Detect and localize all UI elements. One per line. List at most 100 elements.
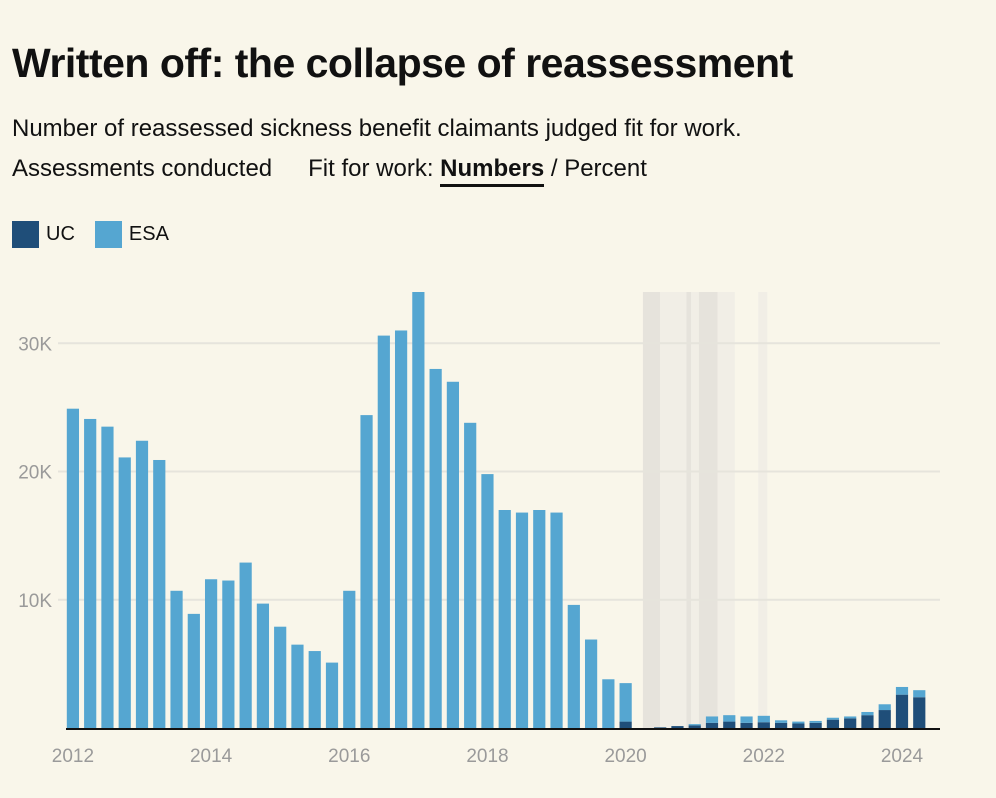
bar-esa-8[interactable] xyxy=(204,579,218,728)
percent-toggle[interactable]: Percent xyxy=(564,155,647,182)
bar-esa-7[interactable] xyxy=(187,613,200,728)
bar-esa-39[interactable] xyxy=(740,716,753,723)
shaded-period-2 xyxy=(686,292,692,728)
bar-esa-24[interactable] xyxy=(481,474,494,728)
bar-uc-46[interactable] xyxy=(861,715,874,728)
bar-uc-43[interactable] xyxy=(809,722,822,728)
legend-swatch-uc xyxy=(12,221,39,248)
bar-esa-47[interactable] xyxy=(878,704,891,711)
bar-esa-29[interactable] xyxy=(567,604,580,728)
view-controls: Assessments conducted Fit for work: Numbe… xyxy=(12,155,647,187)
bar-esa-32[interactable] xyxy=(619,683,632,722)
shaded-period-3 xyxy=(691,292,699,728)
bar-uc-37[interactable] xyxy=(705,722,719,728)
legend-swatch-esa xyxy=(94,221,122,248)
x-tick-label-2020: 2020 xyxy=(604,746,646,767)
bar-chart: 10K 20K 30K 2012 2014 2016 2018 2020 2022 2024 xyxy=(18,292,940,767)
bar-esa-31[interactable] xyxy=(602,679,615,728)
y-tick-label-30K: 30K xyxy=(18,334,52,355)
toggle-separator: / xyxy=(550,155,558,182)
x-tick-label-2022: 2022 xyxy=(743,746,785,767)
x-tick-label-2016: 2016 xyxy=(328,746,370,767)
bar-esa-44[interactable] xyxy=(826,717,840,720)
shaded-period-0 xyxy=(642,292,661,728)
bar-uc-35[interactable] xyxy=(671,726,684,728)
bar-esa-6[interactable] xyxy=(170,590,183,728)
bar-esa-0[interactable] xyxy=(66,408,80,728)
bar-esa-38[interactable] xyxy=(723,715,736,722)
bar-uc-38[interactable] xyxy=(723,721,736,728)
y-tick-label-20K: 20K xyxy=(18,463,52,484)
axis-labels: 10K 20K 30K 2012 2014 2016 2018 2020 2022 2024 xyxy=(18,334,923,767)
shaded-period-5 xyxy=(717,292,735,728)
bar-esa-20[interactable] xyxy=(412,292,425,728)
bar-esa-17[interactable] xyxy=(360,415,373,728)
bars xyxy=(66,292,926,728)
shaded-period-6 xyxy=(758,292,768,728)
bar-esa-27[interactable] xyxy=(533,510,546,728)
bar-esa-49[interactable] xyxy=(913,690,926,698)
bar-esa-41[interactable] xyxy=(774,720,788,723)
bar-uc-42[interactable] xyxy=(792,723,805,728)
bar-esa-26[interactable] xyxy=(515,512,529,728)
bar-esa-46[interactable] xyxy=(861,711,874,716)
shaded-period-1 xyxy=(660,292,687,728)
bar-esa-16[interactable] xyxy=(343,590,356,728)
bar-esa-12[interactable] xyxy=(274,626,287,728)
chart-title: Written off: the collapse of reassessmen… xyxy=(12,40,793,86)
x-tick-label-2018: 2018 xyxy=(466,746,508,767)
legend: UC ESA xyxy=(12,221,189,248)
x-tick-label-2014: 2014 xyxy=(190,746,233,767)
chart-subtitle: Number of reassessed sickness benefit cl… xyxy=(12,115,742,142)
bar-esa-37[interactable] xyxy=(705,716,719,723)
bar-uc-49[interactable] xyxy=(913,697,926,728)
bar-esa-9[interactable] xyxy=(222,580,235,728)
bar-esa-40[interactable] xyxy=(757,715,770,723)
bar-esa-2[interactable] xyxy=(101,426,114,728)
bar-esa-48[interactable] xyxy=(895,686,909,695)
bar-esa-22[interactable] xyxy=(446,381,460,728)
bar-esa-42[interactable] xyxy=(792,721,805,724)
bar-esa-21[interactable] xyxy=(429,368,442,728)
bar-esa-28[interactable] xyxy=(550,512,563,728)
y-tick-label-10K: 10K xyxy=(18,591,52,612)
bar-esa-14[interactable] xyxy=(308,651,321,728)
bar-uc-32[interactable] xyxy=(619,721,632,728)
bar-esa-25[interactable] xyxy=(498,510,511,728)
bar-esa-19[interactable] xyxy=(394,330,408,728)
bar-esa-5[interactable] xyxy=(153,459,166,728)
bar-esa-10[interactable] xyxy=(239,562,252,728)
bar-esa-43[interactable] xyxy=(809,720,822,723)
bar-esa-23[interactable] xyxy=(464,422,477,728)
x-tick-label-2024: 2024 xyxy=(881,746,924,767)
bar-uc-48[interactable] xyxy=(895,694,909,728)
fit-for-work-label: Fit for work: xyxy=(308,155,434,182)
legend-label-esa: ESA xyxy=(128,223,169,245)
bar-esa-4[interactable] xyxy=(135,440,149,728)
bar-esa-3[interactable] xyxy=(118,457,131,728)
bar-esa-36[interactable] xyxy=(688,724,701,726)
bar-uc-36[interactable] xyxy=(688,725,701,728)
legend-item-uc: UC xyxy=(12,221,75,248)
bar-uc-47[interactable] xyxy=(878,710,891,728)
bar-esa-13[interactable] xyxy=(291,644,304,728)
bar-esa-11[interactable] xyxy=(256,603,270,728)
legend-item-esa: ESA xyxy=(94,221,169,248)
bar-esa-15[interactable] xyxy=(325,662,339,728)
bar-esa-30[interactable] xyxy=(584,639,598,728)
bar-uc-44[interactable] xyxy=(826,719,840,728)
shaded-period-4 xyxy=(698,292,718,728)
bar-uc-39[interactable] xyxy=(740,722,753,728)
bar-uc-45[interactable] xyxy=(844,718,857,728)
assessments-conducted-toggle[interactable]: Assessments conducted xyxy=(12,155,273,182)
bar-uc-41[interactable] xyxy=(774,722,788,728)
bar-uc-40[interactable] xyxy=(757,722,770,728)
x-tick-label-2012: 2012 xyxy=(52,746,94,767)
bar-esa-45[interactable] xyxy=(844,716,857,719)
shaded-periods xyxy=(642,292,768,728)
numbers-toggle[interactable]: Numbers xyxy=(440,155,545,187)
bar-esa-18[interactable] xyxy=(377,335,390,728)
bar-uc-34[interactable] xyxy=(654,727,667,728)
legend-label-uc: UC xyxy=(46,223,75,245)
bar-esa-1[interactable] xyxy=(84,418,97,728)
